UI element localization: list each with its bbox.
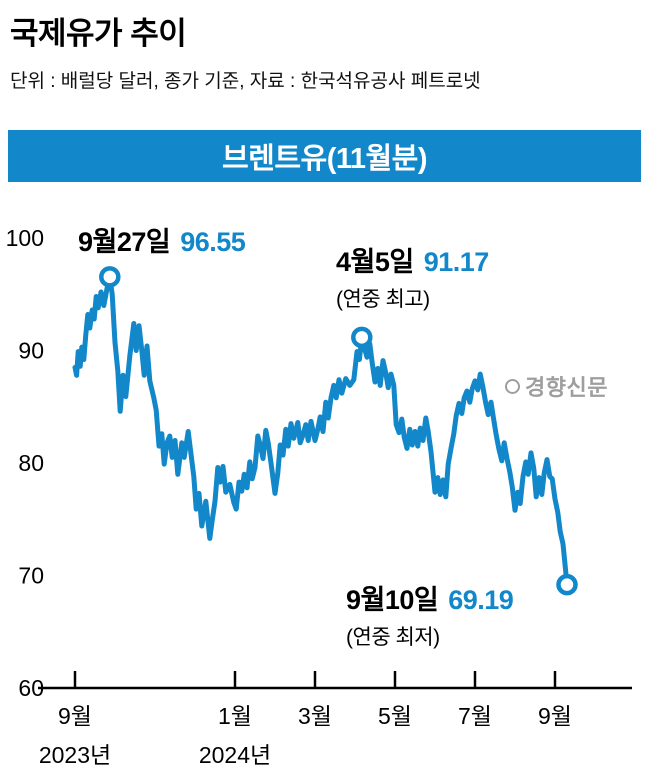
svg-text:90: 90 — [18, 338, 44, 364]
annotation-note: (연중 최저) — [346, 626, 440, 649]
x-axis-ticks: 9월 1월 3월 5월 7월 9월 — [58, 671, 572, 729]
annotation-note: (연중 최고) — [336, 288, 430, 311]
annotation-sep27-high: 9월27일 96.55 — [78, 220, 246, 259]
annotation-date: 9월10일 — [346, 585, 439, 615]
svg-text:9월: 9월 — [538, 703, 572, 729]
annotation-value: 96.55 — [180, 227, 246, 257]
svg-text:7월: 7월 — [458, 703, 492, 729]
annotation-date: 4월5일 — [336, 247, 414, 277]
annotation-sep10-yearly-low: 9월10일 69.19 (연중 최저) — [346, 578, 514, 651]
marker-circle — [351, 326, 373, 349]
svg-text:5월: 5월 — [378, 703, 412, 729]
svg-text:100: 100 — [6, 225, 44, 251]
marker-circle — [99, 266, 121, 288]
svg-text:1월: 1월 — [218, 703, 252, 729]
marker-circle — [556, 573, 578, 596]
series-header-band: 브렌트유(11월분) — [8, 130, 641, 182]
svg-text:70: 70 — [18, 563, 44, 589]
key-point-markers — [99, 266, 578, 596]
watermark: 경향신문 — [505, 370, 608, 402]
annotation-date: 9월27일 — [78, 227, 171, 257]
annotation-apr5-yearly-high: 4월5일 91.17 (연중 최고) — [336, 240, 489, 313]
svg-text:9월: 9월 — [58, 703, 92, 729]
chart-subtitle: 단위 : 배럴당 달러, 종가 기준, 자료 : 한국석유공사 페트로넷 — [10, 71, 481, 92]
svg-text:3월: 3월 — [298, 703, 332, 729]
watermark-text: 경향신문 — [525, 375, 608, 400]
page-title: 국제유가 추이 — [10, 16, 187, 51]
svg-text:80: 80 — [18, 450, 44, 476]
year-labels: 2023년 2024년 — [39, 742, 271, 768]
series-header-label: 브렌트유(11월분) — [221, 143, 428, 175]
price-line — [72, 274, 570, 588]
annotation-value: 91.17 — [423, 247, 490, 277]
svg-text:2023년: 2023년 — [39, 742, 111, 768]
annotation-value: 69.19 — [448, 585, 514, 615]
svg-text:2024년: 2024년 — [199, 742, 271, 768]
newspaper-logo-icon — [505, 378, 520, 394]
